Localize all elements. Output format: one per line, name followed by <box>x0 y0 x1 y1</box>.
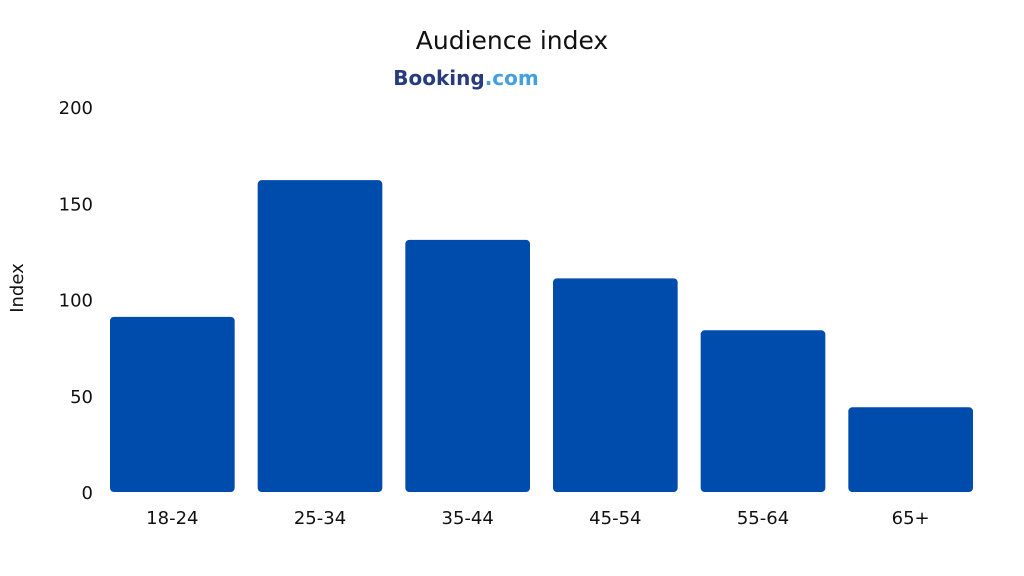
brand-logo: Booking.com <box>393 66 538 90</box>
y-tick-label: 200 <box>59 98 93 119</box>
bar-65+ <box>848 407 973 492</box>
x-tick-label: 45-54 <box>589 508 641 529</box>
bar-55-64 <box>700 330 826 492</box>
y-tick-label: 100 <box>59 291 93 312</box>
y-axis-label: Index <box>7 263 28 313</box>
bar-45-54 <box>553 278 678 492</box>
y-tick-label: 150 <box>59 194 93 215</box>
x-tick-label: 55-64 <box>737 508 789 529</box>
brand-suffix: .com <box>485 66 539 90</box>
x-tick-label: 35-44 <box>442 508 494 529</box>
x-tick-label: 65+ <box>892 508 930 529</box>
y-tick-label: 0 <box>82 483 93 504</box>
bars <box>110 180 973 492</box>
y-axis-ticks: 0 50 100 150 200 <box>59 98 93 504</box>
chart-title: Audience index <box>416 26 608 55</box>
bar-35-44 <box>405 239 530 492</box>
x-axis-ticks: 18-24 25-34 35-44 45-54 55-64 65+ <box>146 508 929 529</box>
bar-18-24 <box>110 316 235 492</box>
brand-name: Booking <box>393 66 484 90</box>
x-tick-label: 18-24 <box>146 508 198 529</box>
bar-25-34 <box>257 180 383 492</box>
y-tick-label: 50 <box>70 387 93 408</box>
x-tick-label: 25-34 <box>294 508 346 529</box>
